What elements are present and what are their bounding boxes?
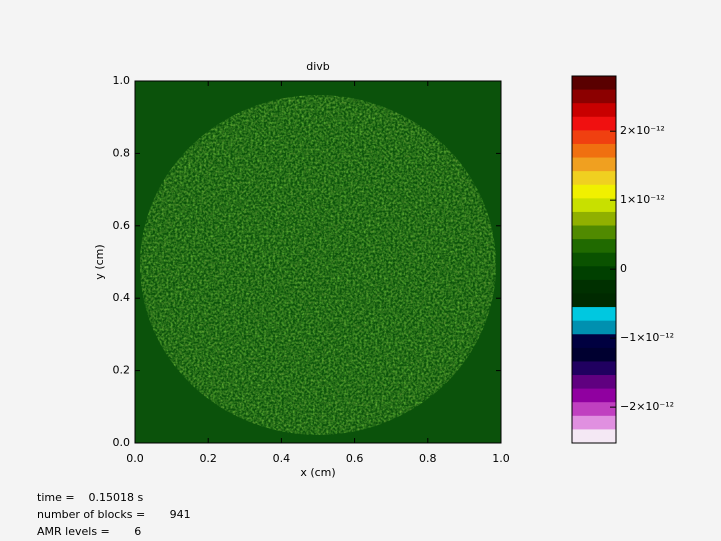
colorbar-swatch: [572, 157, 616, 172]
x-tick-label: 0.8: [419, 452, 437, 465]
colorbar-tick-label: −1×10⁻¹²: [620, 331, 674, 344]
x-tick-label: 1.0: [492, 452, 510, 465]
y-tick-label: 0.8: [113, 146, 131, 159]
x-tick-label: 0.4: [273, 452, 291, 465]
colorbar-swatch: [572, 347, 616, 362]
colorbar-swatch: [572, 116, 616, 131]
y-tick-label: 0.0: [113, 436, 131, 449]
colorbar-tick-label: 1×10⁻¹²: [620, 193, 665, 206]
run-info: number of blocks = 941: [37, 508, 191, 521]
colorbar-swatch: [572, 184, 616, 199]
colorbar-swatch: [572, 334, 616, 349]
colorbar-swatch: [572, 293, 616, 308]
y-tick-label: 0.6: [113, 219, 131, 232]
y-axis-label: y (cm): [93, 244, 106, 279]
colorbar-swatch: [572, 266, 616, 281]
colorbar-swatch: [572, 89, 616, 104]
chart-title: divb: [306, 60, 330, 73]
x-tick-label: 0.6: [346, 452, 364, 465]
colorbar-swatch: [572, 239, 616, 254]
colorbar-tick-label: 2×10⁻¹²: [620, 124, 665, 137]
colorbar-swatch: [572, 320, 616, 335]
colorbar: [572, 76, 616, 444]
colorbar-tick-label: 0: [620, 262, 627, 275]
x-tick-label: 0.0: [126, 452, 144, 465]
colorbar-swatch: [572, 375, 616, 390]
colorbar-swatch: [572, 198, 616, 213]
x-axis-label: x (cm): [300, 466, 335, 479]
heatmap-image: [135, 81, 501, 443]
colorbar-swatch: [572, 307, 616, 322]
colorbar-swatch: [572, 415, 616, 430]
colorbar-swatch: [572, 130, 616, 145]
colorbar-swatch: [572, 143, 616, 159]
colorbar-swatch: [572, 429, 616, 444]
colorbar-swatch: [572, 103, 616, 118]
colorbar-swatch: [572, 252, 616, 267]
y-tick-label: 1.0: [113, 74, 131, 87]
colorbar-swatch: [572, 76, 616, 91]
colorbar-swatch: [572, 171, 616, 186]
y-tick-label: 0.2: [113, 364, 131, 377]
colorbar-swatch: [572, 361, 616, 376]
x-tick-label: 0.2: [199, 452, 217, 465]
colorbar-frame: [571, 75, 617, 444]
colorbar-swatch: [572, 211, 616, 227]
colorbar-swatch: [572, 225, 616, 240]
colorbar-swatch: [572, 402, 616, 417]
y-tick-label: 0.4: [113, 291, 131, 304]
run-info: AMR levels = 6: [37, 525, 141, 538]
plot-frame: [134, 80, 502, 444]
colorbar-swatch: [572, 388, 616, 403]
colorbar-swatch: [572, 279, 616, 294]
run-info: time = 0.15018 s: [37, 491, 144, 504]
colorbar-tick-label: −2×10⁻¹²: [620, 400, 674, 413]
